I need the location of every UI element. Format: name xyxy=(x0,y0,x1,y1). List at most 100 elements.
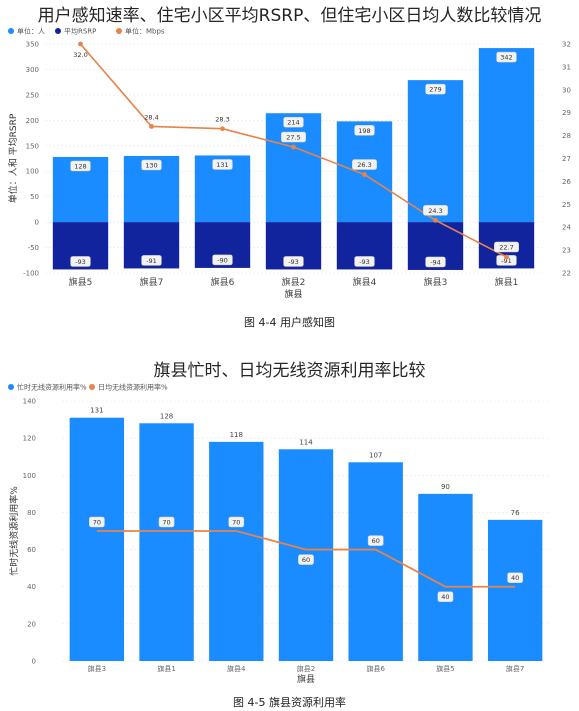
chart1-label-speed-3-box xyxy=(281,131,306,143)
chart2-label-busy-5: 90 xyxy=(441,483,450,491)
chart2-label-daily-6: 40 xyxy=(511,574,519,582)
chart2-yaxis-title: 忙时无线资源利用率% xyxy=(8,486,20,576)
chart2-legend-marker-1 xyxy=(89,384,95,390)
chart1-label-rsrp-6: -91 xyxy=(501,257,512,265)
chart1-label-rsrp-0-box xyxy=(70,256,91,267)
chart1-xaxis-title: 旗县 xyxy=(284,288,302,300)
chart1-ytick: 0 xyxy=(35,219,39,227)
chart2-ytick: 60 xyxy=(27,546,36,554)
chart1-title: 用户感知速率、住宅小区平均RSRP、但住宅小区日均人数比较情况 xyxy=(38,6,542,26)
chart1-y2tick: 32 xyxy=(562,41,571,49)
chart1-ytick: 300 xyxy=(26,66,39,74)
chart1-bar-people-5 xyxy=(407,80,464,223)
chart1-label-speed-2: 28.3 xyxy=(215,116,229,124)
chart1-point-speed-5 xyxy=(433,217,438,223)
chart2-label-daily-2: 70 xyxy=(232,519,240,527)
chart2-xtick-0: 旗县3 xyxy=(88,664,106,673)
chart1-ytick: 50 xyxy=(30,193,39,201)
chart2-xtick-6: 旗县7 xyxy=(506,664,524,673)
chart1-y2tick: 30 xyxy=(562,86,571,94)
chart2-label-daily-1-box xyxy=(158,516,175,528)
chart2-xtick-1: 旗县1 xyxy=(157,664,175,673)
chart2-ytick: 100 xyxy=(23,472,36,480)
chart2-xtick-5: 旗县5 xyxy=(436,664,454,673)
chart2-label-daily-2-box xyxy=(228,516,245,528)
chart2-ytick: 20 xyxy=(27,620,36,628)
chart1-label-rsrp-5: -94 xyxy=(430,258,441,266)
chart1-point-speed-2 xyxy=(220,126,225,132)
chart1-xtick-6: 旗县1 xyxy=(495,276,519,288)
chart1-label-rsrp-1: -91 xyxy=(146,257,157,265)
chart1-label-speed-1: 28.4 xyxy=(144,113,158,121)
chart1-ytick: 250 xyxy=(26,91,39,99)
chart1-label-people-5: 279 xyxy=(429,86,441,94)
chart1-label-rsrp-2: -90 xyxy=(217,256,228,264)
chart1-label-people-3: 214 xyxy=(287,119,299,127)
chart1-y2tick: 31 xyxy=(562,63,571,71)
chart1-label-rsrp-4: -93 xyxy=(359,258,370,266)
chart2-line-daily xyxy=(96,530,516,588)
chart1-y2tick: 24 xyxy=(562,224,571,232)
chart2-ytick: 40 xyxy=(27,583,36,591)
chart1-ytick: 200 xyxy=(26,117,39,125)
chart2-label-daily-3: 60 xyxy=(302,556,310,564)
chart1-y2tick: 27 xyxy=(562,155,571,163)
chart1-label-people-6-box xyxy=(496,51,517,63)
chart2-label-busy-1: 128 xyxy=(160,412,173,420)
chart2-label-busy-4: 107 xyxy=(369,451,382,459)
chart2-label-busy-2: 118 xyxy=(230,431,243,439)
chart2-title: 旗县忙时、日均无线资源利用率比较 xyxy=(154,361,426,381)
chart2-label-daily-1: 70 xyxy=(162,519,170,527)
chart1-label-rsrp-0: -93 xyxy=(75,258,86,266)
chart2-legend-label-1: 日均无线资源利用率% xyxy=(98,383,168,392)
chart1-legend-label-0: 单位：人 xyxy=(17,27,45,36)
chart2-xtick-3: 旗县2 xyxy=(297,664,315,673)
chart2-legend-marker-0 xyxy=(8,384,14,390)
chart1-ytick: 100 xyxy=(26,168,39,176)
chart1-point-speed-1 xyxy=(149,124,154,129)
chart1-label-speed-6: 22.7 xyxy=(499,243,513,251)
chart2-ytick: 120 xyxy=(23,435,36,443)
chart1-bar-people-3 xyxy=(265,113,322,223)
chart1-label-speed-5: 24.3 xyxy=(428,207,442,215)
chart1-label-rsrp-4-box xyxy=(354,256,375,267)
chart1-point-speed-4 xyxy=(362,172,367,177)
chart2-bar-busy-4 xyxy=(348,462,403,661)
chart1-xtick-1: 旗县7 xyxy=(140,276,164,288)
chart2-ytick: 0 xyxy=(32,658,36,666)
chart1-y2tick: 29 xyxy=(562,109,571,117)
chart1-label-rsrp-2-box xyxy=(212,254,233,266)
chart1-label-rsrp-3: -93 xyxy=(288,258,299,266)
chart1-ytick: 150 xyxy=(26,142,39,150)
chart2-bar-busy-0 xyxy=(69,417,125,661)
chart2-bar-busy-6 xyxy=(487,519,543,661)
caption-figure-4-4: 图 4-4 用户感知图 xyxy=(244,316,335,329)
chart1-label-people-2-box xyxy=(212,159,233,170)
chart1-y2tick: 22 xyxy=(562,270,571,278)
chart2-label-daily-0-box xyxy=(89,516,105,528)
chart2-xtick-4: 旗县6 xyxy=(366,664,385,673)
chart2-label-daily-6-box xyxy=(507,572,523,583)
chart1-label-people-5-box xyxy=(425,83,446,95)
chart1-label-people-1-box xyxy=(141,159,162,171)
chart1-point-speed-6 xyxy=(504,254,509,260)
chart1-bar-people-6 xyxy=(478,48,535,223)
chart1-bar-people-4 xyxy=(336,121,393,223)
chart1-label-people-2: 131 xyxy=(216,161,228,169)
chart1-xtick-0: 旗县5 xyxy=(69,276,93,288)
chart1-label-rsrp-3-box xyxy=(283,256,304,267)
chart1-xtick-4: 旗县4 xyxy=(353,276,377,288)
chart1-ytick: -50 xyxy=(28,244,39,252)
chart1-legend-label-1: 平均RSRP xyxy=(64,27,96,36)
chart1-label-people-0: 128 xyxy=(74,162,86,170)
chart1-legend-label-2: 单位：Mbps xyxy=(125,27,165,36)
chart2-label-daily-5-box xyxy=(437,591,454,602)
chart1-label-people-1: 130 xyxy=(145,161,157,169)
chart1-label-rsrp-1-box xyxy=(141,255,162,266)
chart1-label-speed-0: 32.0 xyxy=(73,51,87,59)
chart1-y2tick: 26 xyxy=(562,178,571,186)
chart1-label-speed-6-box xyxy=(494,241,519,253)
chart1-ytick: 350 xyxy=(26,41,39,49)
chart1-point-speed-0 xyxy=(78,41,83,47)
chart1-label-speed-4: 26.3 xyxy=(357,161,371,169)
